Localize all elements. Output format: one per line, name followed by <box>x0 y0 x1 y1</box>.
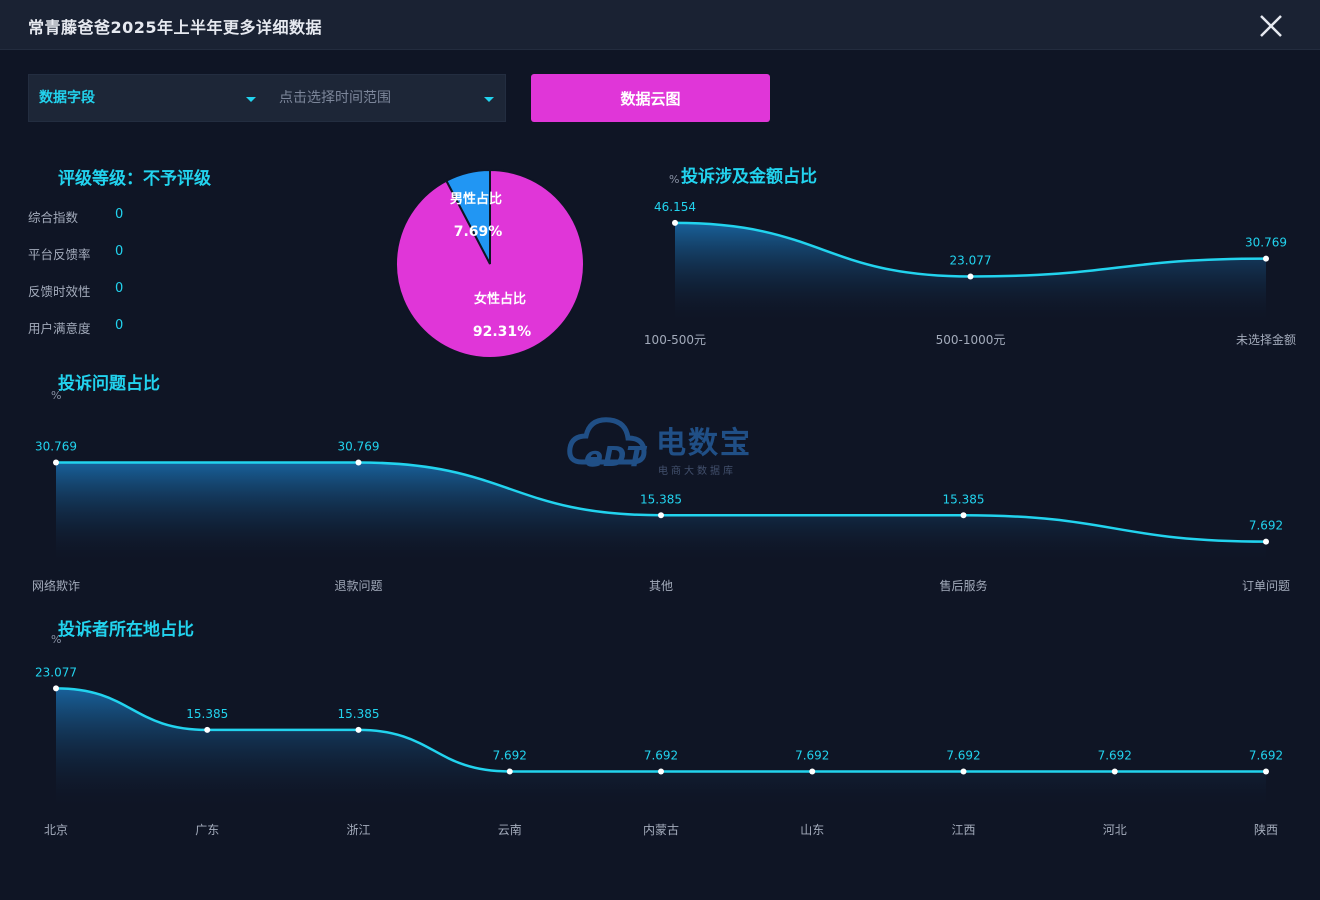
time-range-placeholder: 点击选择时间范围 <box>279 90 391 106</box>
x-tick-label: 订单问题 <box>1242 579 1290 593</box>
close-button[interactable] <box>1252 10 1290 42</box>
data-point <box>204 726 211 733</box>
data-label: 7.692 <box>1098 748 1132 762</box>
field-select-label: 数据字段 <box>39 90 95 106</box>
x-tick-label: 山东 <box>800 823 824 837</box>
metric-label: 平台反馈率 <box>28 247 91 262</box>
data-point <box>1111 768 1118 775</box>
data-label: 7.692 <box>946 748 980 762</box>
pie-value-female: 92.31% <box>473 324 531 340</box>
data-point <box>960 768 967 775</box>
watermark-brand: 电数宝 <box>656 426 752 461</box>
data-label: 15.385 <box>640 492 682 506</box>
metric-label: 用户满意度 <box>28 321 91 336</box>
x-tick-label: 广东 <box>195 823 219 837</box>
data-label: 30.769 <box>338 440 380 454</box>
metric-value: 0 <box>115 281 124 296</box>
pie-slice-female <box>395 168 585 359</box>
data-point <box>658 512 664 519</box>
watermark-sub: 电商大数据库 <box>658 466 736 477</box>
data-label: 46.154 <box>654 200 696 214</box>
time-range-select[interactable]: 点击选择时间范围 <box>279 75 499 123</box>
watermark-mark: eDT <box>584 440 646 473</box>
data-point <box>809 768 816 775</box>
data-point <box>658 768 664 775</box>
field-select[interactable]: 数据字段 <box>39 75 264 123</box>
x-tick-label: 江西 <box>951 823 975 837</box>
x-tick-label: 其他 <box>649 579 673 593</box>
cloud-icon <box>567 417 647 465</box>
data-label: 7.692 <box>1249 519 1283 533</box>
data-label: 7.692 <box>644 748 678 762</box>
pie-value-male: 7.69% <box>454 224 503 240</box>
chevron-down-icon <box>484 97 494 102</box>
x-tick-label: 100-500元 <box>644 333 706 347</box>
data-label: 15.385 <box>338 707 380 721</box>
metric-value: 0 <box>115 207 124 222</box>
window-title: 常青藤爸爸2025年上半年更多详细数据 <box>28 18 323 37</box>
x-tick-label: 网络欺诈 <box>32 578 80 593</box>
x-tick-label: 未选择金额 <box>1236 332 1296 347</box>
data-point <box>1263 768 1269 775</box>
data-point <box>53 685 59 692</box>
x-tick-label: 河北 <box>1103 823 1127 837</box>
pie-label-female: 女性占比 <box>474 291 526 307</box>
filter-bar: 数据字段 点击选择时间范围 <box>28 74 506 122</box>
data-label: 23.077 <box>35 665 77 679</box>
data-label: 30.769 <box>35 440 77 454</box>
x-tick-label: 500-1000元 <box>936 333 1006 347</box>
x-tick-label: 浙江 <box>346 823 370 837</box>
x-tick-label: 售后服务 <box>939 578 987 593</box>
close-icon <box>1260 15 1282 37</box>
data-label: 7.692 <box>795 748 829 762</box>
data-label: 7.692 <box>493 748 527 762</box>
data-point <box>355 726 362 733</box>
area-fill <box>56 688 1266 805</box>
chart-title: 投诉者所在地占比 <box>58 619 194 640</box>
metric-label: 反馈时效性 <box>28 284 91 299</box>
data-point <box>506 768 513 775</box>
data-point <box>355 459 362 466</box>
data-point <box>1263 255 1269 262</box>
data-point <box>1263 538 1269 545</box>
x-tick-label: 陕西 <box>1254 822 1278 837</box>
chart-title: 投诉问题占比 <box>58 373 160 394</box>
y-axis-unit: % <box>51 633 61 646</box>
rating-title: 评级等级：不予评级 <box>58 169 211 189</box>
x-tick-label: 退款问题 <box>334 579 382 593</box>
data-label: 7.692 <box>1249 748 1283 762</box>
area-fill <box>56 462 1266 560</box>
metric-label: 综合指数 <box>28 210 79 225</box>
data-point <box>672 219 678 226</box>
data-cloud-button[interactable]: 数据云图 <box>531 74 770 122</box>
area-fill <box>675 222 1266 320</box>
pie-label-male: 男性占比 <box>450 191 502 207</box>
data-label: 15.385 <box>186 707 228 721</box>
metric-value: 0 <box>115 244 124 259</box>
data-point <box>53 459 59 466</box>
data-label: 30.769 <box>1245 236 1287 250</box>
metric-value: 0 <box>115 318 124 333</box>
x-tick-label: 北京 <box>44 823 68 837</box>
data-label: 15.385 <box>943 492 985 506</box>
data-label: 23.077 <box>950 253 992 267</box>
data-point <box>967 273 974 280</box>
x-tick-label: 云南 <box>498 822 522 837</box>
x-tick-label: 内蒙古 <box>643 822 679 837</box>
y-axis-unit: % <box>669 173 679 186</box>
watermark-logo: eDT 电数宝 电商大数据库 <box>564 404 764 484</box>
y-axis-unit: % <box>51 389 61 402</box>
title-bar: 常青藤爸爸2025年上半年更多详细数据 <box>0 0 1320 50</box>
chart-title: 投诉涉及金额占比 <box>681 166 817 187</box>
data-point <box>960 512 967 519</box>
chevron-down-icon <box>246 97 256 102</box>
